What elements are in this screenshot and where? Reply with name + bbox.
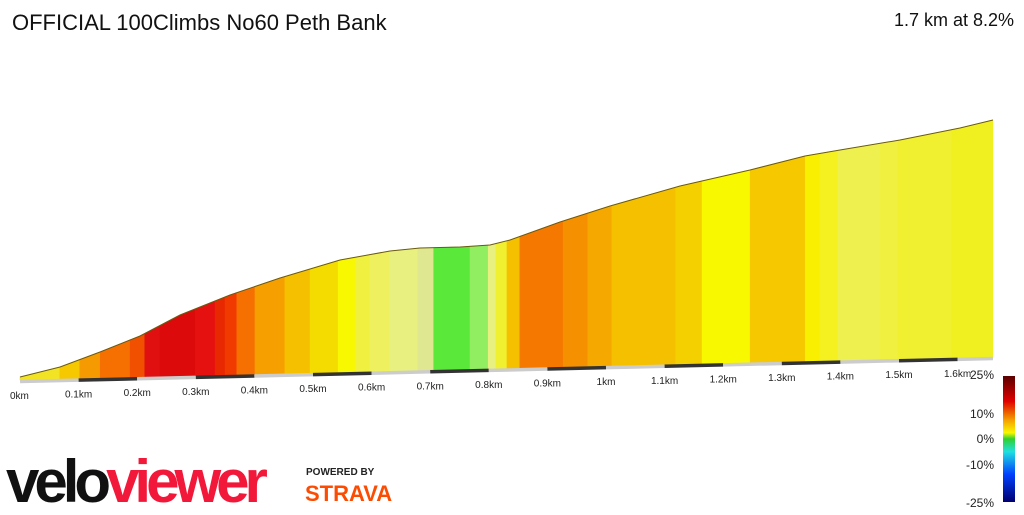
- distance-scale-segment: [547, 365, 607, 371]
- grade-segment: [897, 129, 953, 360]
- grade-segment: [369, 250, 391, 373]
- powered-by-label: POWERED BY: [306, 467, 375, 478]
- x-tick-label: 1km: [597, 377, 616, 388]
- grade-segment: [159, 308, 196, 377]
- profile-outline: [19, 119, 994, 378]
- grade-legend-bar: [1003, 376, 1015, 502]
- distance-scale-segment: [488, 367, 548, 373]
- x-tick-label: 0.1km: [65, 390, 92, 401]
- x-tick-label: 0.9km: [534, 379, 561, 390]
- grade-segment: [519, 220, 564, 369]
- x-tick-label: 1.4km: [827, 372, 854, 383]
- grade-segment: [129, 332, 146, 378]
- grade-segment: [749, 155, 806, 364]
- x-tick-label: 0.5km: [299, 384, 326, 395]
- grade-segment: [337, 256, 356, 373]
- legend-label: 25%: [969, 368, 994, 382]
- x-tick-label: 0.6km: [358, 383, 385, 394]
- x-tick-label: 0km: [10, 391, 29, 402]
- grade-segment: [675, 180, 703, 365]
- distance-scale-segment: [957, 356, 994, 362]
- strava-logo: STRAVA: [305, 481, 393, 506]
- distance-scale-segment: [781, 360, 841, 366]
- grade-segment: [254, 276, 286, 375]
- grade-segment: [506, 236, 521, 369]
- legend-label: -25%: [965, 496, 994, 510]
- distance-scale-segment: [19, 378, 79, 384]
- distance-scale-segment: [254, 372, 314, 378]
- legend-label: -10%: [965, 458, 994, 472]
- x-tick-label: 0.3km: [182, 387, 209, 398]
- x-tick-label: 1.6km: [944, 369, 971, 380]
- grade-segment: [951, 119, 994, 359]
- grade-segment: [587, 205, 613, 367]
- distance-scale-segment: [840, 358, 900, 364]
- x-tick-label: 1.3km: [768, 373, 795, 384]
- grade-segment: [837, 142, 881, 361]
- distance-scale-segment: [195, 374, 255, 380]
- grade-segment: [214, 296, 226, 376]
- legend-label: 0%: [976, 432, 994, 446]
- grade-segment: [469, 244, 489, 370]
- grade-segment: [59, 359, 81, 380]
- grade-segment: [309, 260, 339, 374]
- legend-label: 10%: [969, 407, 994, 421]
- grade-segment: [144, 324, 161, 378]
- veloviewer-logo: veloviewer: [6, 448, 268, 515]
- x-tick-label: 1.2km: [710, 374, 737, 385]
- grade-segment: [562, 212, 589, 368]
- distance-scale-segment: [605, 364, 665, 370]
- grade-segment: [354, 254, 371, 373]
- x-tick-label: 0.2km: [124, 388, 151, 399]
- grade-segment: [701, 169, 751, 365]
- grade-segment: [819, 149, 839, 362]
- distance-scale-segment: [312, 371, 372, 377]
- distance-scale-segment: [664, 363, 724, 369]
- grade-segment: [495, 240, 508, 370]
- grade-segment: [804, 153, 821, 362]
- grade-segment: [417, 247, 435, 371]
- x-tick-label: 0.8km: [475, 380, 502, 391]
- grade-segment: [389, 247, 419, 372]
- grade-segment: [224, 292, 238, 376]
- x-tick-label: 0.7km: [417, 381, 444, 392]
- grade-segment: [879, 140, 899, 360]
- x-tick-label: 1.1km: [651, 376, 678, 387]
- distance-scale-segment: [371, 370, 431, 375]
- grade-segment: [433, 246, 471, 371]
- grade-segment: [284, 268, 311, 375]
- grade-segment: [236, 286, 256, 376]
- page-title: OFFICIAL 100Climbs No60 Peth Bank: [12, 10, 387, 35]
- grade-segment: [194, 300, 216, 377]
- grade-segment: [611, 186, 677, 367]
- distance-scale-segment: [430, 368, 489, 374]
- distance-scale-segment: [78, 376, 138, 382]
- grade-segment: [487, 243, 497, 370]
- x-tick-label: 1.5km: [885, 370, 912, 381]
- x-tick-label: 0.4km: [241, 385, 268, 396]
- distance-scale-segment: [723, 361, 782, 367]
- distance-scale-segment: [898, 357, 958, 363]
- distance-scale-segment: [137, 375, 196, 381]
- climb-summary: 1.7 km at 8.2%: [893, 10, 1014, 30]
